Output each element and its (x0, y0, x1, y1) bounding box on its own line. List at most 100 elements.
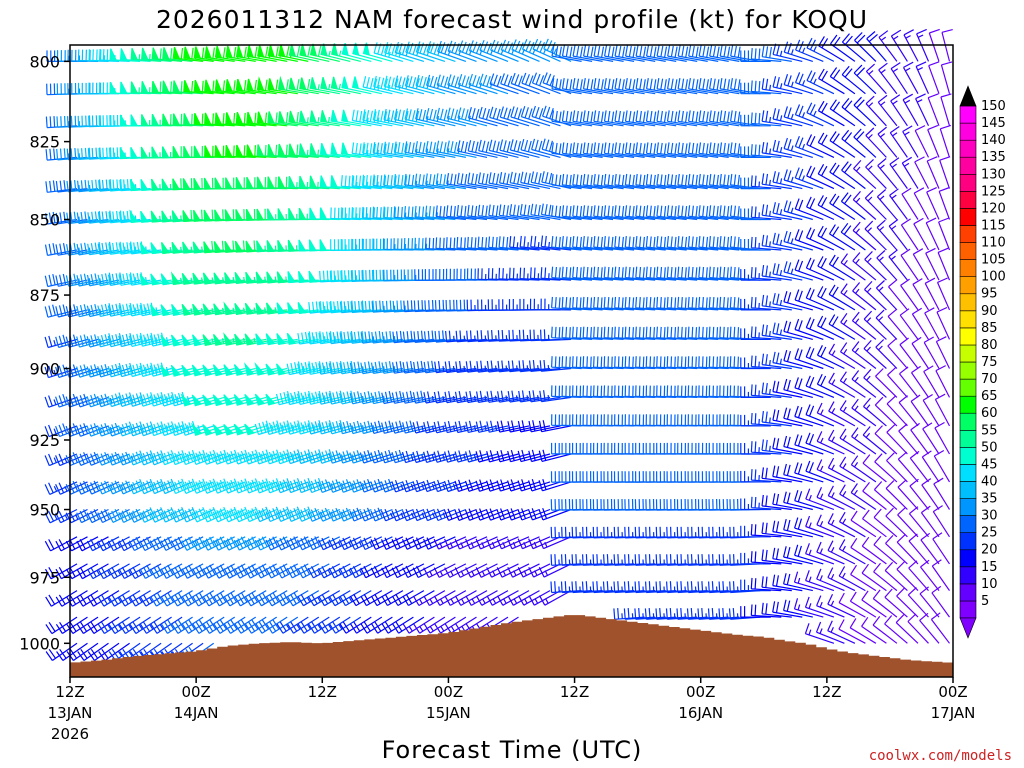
wind-barb (677, 78, 708, 95)
wind-barb (330, 76, 361, 95)
wind-barb (772, 292, 803, 311)
colorbar-bottom-arrow (959, 617, 977, 639)
wind-barb (97, 333, 130, 348)
colorbar-label: 30 (981, 509, 998, 524)
wind-barb (928, 28, 940, 62)
colorbar-cell (959, 600, 977, 619)
wind-barb (838, 619, 866, 644)
wind-barb (872, 616, 898, 644)
wind-barb (362, 42, 393, 62)
wind-barb (624, 110, 656, 127)
wind-barb (805, 257, 835, 281)
wind-barb (708, 442, 740, 455)
wind-barb (414, 269, 445, 281)
wind-barb (66, 211, 99, 225)
wind-barb (582, 498, 614, 511)
wind-barb (540, 267, 572, 281)
wind-barb (667, 78, 698, 95)
wind-barb (941, 29, 953, 62)
colorbar-label: 25 (981, 526, 998, 541)
wind-barb (677, 173, 708, 190)
wind-barb (926, 187, 940, 220)
wind-barb (288, 143, 319, 158)
wind-barb (853, 96, 877, 127)
x-tick-time: 12Z (560, 683, 589, 701)
wind-barb (267, 44, 298, 62)
wind-barb (794, 259, 824, 281)
wind-barb (603, 471, 635, 483)
wind-barb (890, 62, 908, 95)
wind-barb (320, 77, 351, 95)
wind-barb (67, 82, 99, 95)
wind-barb (635, 442, 666, 455)
wind-barb (890, 29, 908, 62)
colorbar-cell (959, 464, 977, 482)
wind-barb (930, 612, 950, 644)
wind-barb (446, 107, 477, 127)
colorbar-cell (959, 395, 977, 414)
wind-barb (828, 224, 856, 251)
wind-barb (561, 236, 593, 251)
wind-barb (740, 146, 771, 158)
y-tick-label: 900 (29, 360, 60, 379)
wind-barb (939, 124, 951, 158)
colorbar-label: 40 (981, 475, 998, 490)
wind-barb (875, 280, 898, 311)
colorbar-cell (959, 583, 977, 602)
wind-barb (850, 510, 877, 538)
wind-barb (456, 205, 488, 221)
wind-barb (794, 167, 824, 190)
colorbar-cell (959, 515, 977, 533)
wind-barb (561, 110, 593, 127)
colorbar-cell (959, 156, 977, 175)
wind-barb (551, 110, 582, 127)
wind-barb (740, 208, 771, 221)
wind-barb (851, 311, 877, 340)
colorbar-cell (959, 225, 977, 243)
colorbar-cell (959, 122, 977, 141)
colorbar-cell (959, 532, 977, 551)
wind-barb (530, 203, 561, 221)
wind-barb (708, 296, 740, 311)
wind-barb (625, 45, 656, 62)
wind-barb (444, 590, 477, 606)
colorbar-label: 75 (981, 355, 998, 370)
wind-barb (454, 590, 488, 606)
wind-barb (603, 266, 635, 281)
wind-barb (433, 590, 467, 606)
wind-barb (635, 205, 666, 221)
wind-barb (827, 513, 856, 538)
wind-barb (709, 78, 740, 95)
wind-barb (551, 236, 582, 251)
wind-barb (709, 45, 740, 62)
wind-barb (772, 263, 803, 281)
wind-barb (372, 174, 403, 190)
wind-barb (582, 205, 614, 221)
colorbar-label: 130 (981, 167, 1006, 182)
wind-barb (403, 206, 435, 221)
wind-barb (876, 189, 898, 220)
wind-barb (246, 45, 277, 62)
wind-barb (614, 205, 645, 221)
wind-barb (542, 72, 572, 95)
wind-barb (698, 266, 729, 281)
wind-barb (267, 111, 298, 127)
plot-frame (69, 44, 954, 678)
wind-barb (829, 162, 856, 190)
wind-barb (828, 254, 856, 281)
wind-barb (698, 442, 729, 455)
wind-barb (456, 172, 488, 190)
wind-barb (603, 142, 635, 158)
colorbar-label: 80 (981, 338, 998, 353)
wind-barb (852, 221, 877, 251)
wind-barb (656, 142, 687, 158)
wind-barb (362, 109, 393, 127)
x-tick-time: 12Z (812, 683, 841, 701)
wind-barb (214, 45, 246, 62)
colorbar-cell (959, 566, 977, 585)
wind-barb (604, 45, 635, 62)
colorbar-cell (959, 361, 977, 380)
wind-barb (708, 266, 740, 281)
x-tick-time: 00Z (938, 683, 967, 701)
colorbar-label: 90 (981, 304, 998, 319)
